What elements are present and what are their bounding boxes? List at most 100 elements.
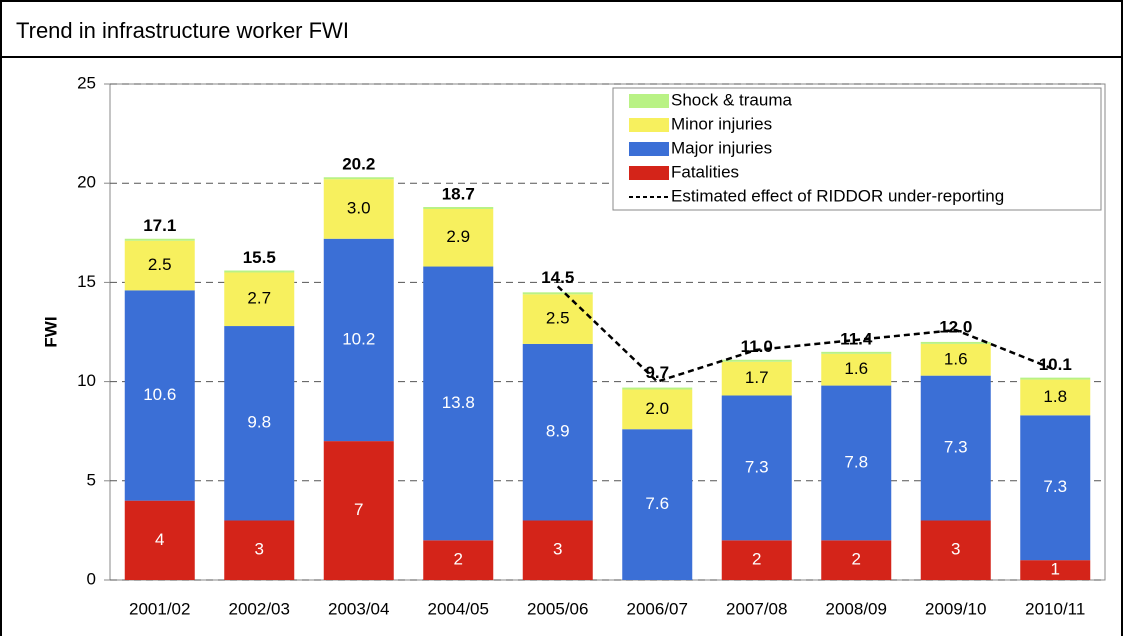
legend-swatch xyxy=(629,142,669,156)
value-label: 10.2 xyxy=(342,329,375,348)
y-tick-label: 10 xyxy=(77,371,96,390)
bar-segment xyxy=(323,179,394,239)
bar-segment xyxy=(224,272,295,327)
y-tick-label: 5 xyxy=(87,470,96,489)
x-tick-label: 2002/03 xyxy=(229,599,290,618)
y-tick-label: 0 xyxy=(87,569,96,588)
y-tick-label: 25 xyxy=(77,73,96,92)
bar-segment xyxy=(323,238,394,442)
bar-segment xyxy=(821,353,892,386)
value-label: 3 xyxy=(255,540,264,559)
bar-segment xyxy=(721,361,792,396)
bar-segment xyxy=(622,429,693,580)
legend-label: Shock & trauma xyxy=(671,90,792,109)
bar-segment xyxy=(124,500,195,580)
bar-segment xyxy=(1020,560,1091,580)
y-tick-label: 15 xyxy=(77,272,96,291)
bar-segment xyxy=(323,441,394,580)
total-label: 20.2 xyxy=(342,155,375,174)
x-tick-label: 2010/11 xyxy=(1025,599,1085,618)
value-label: 7.8 xyxy=(844,452,868,471)
bar-segment xyxy=(323,177,394,180)
x-tick-label: 2007/08 xyxy=(726,599,787,618)
value-label: 1 xyxy=(1051,560,1060,579)
x-tick-label: 2005/06 xyxy=(527,599,588,618)
bar-segment xyxy=(721,540,792,580)
value-label: 9.8 xyxy=(247,413,271,432)
value-label: 7.3 xyxy=(1043,477,1067,496)
bar-segment xyxy=(721,359,792,362)
value-label: 2 xyxy=(852,550,861,569)
bar-segment xyxy=(622,387,693,390)
value-label: 8.9 xyxy=(546,422,570,441)
bar-segment xyxy=(721,395,792,541)
total-label: 14.5 xyxy=(541,268,574,287)
value-label: 1.8 xyxy=(1043,387,1067,406)
total-label: 10.1 xyxy=(1039,355,1072,374)
legend-label: Minor injuries xyxy=(671,114,772,133)
bar-segment xyxy=(423,266,494,541)
value-label: 4 xyxy=(155,530,164,549)
value-label: 2.9 xyxy=(446,227,470,246)
total-label: 17.1 xyxy=(143,216,176,235)
bar-segment xyxy=(920,343,991,376)
value-label: 1.6 xyxy=(944,349,968,368)
legend-label: Estimated effect of RIDDOR under-reporti… xyxy=(671,186,1004,205)
value-label: 2.5 xyxy=(148,255,172,274)
bar-segment xyxy=(920,520,991,580)
value-label: 3 xyxy=(951,540,960,559)
legend-swatch xyxy=(629,118,669,132)
chart-title: Trend in infrastructure worker FWI xyxy=(16,18,349,43)
bar-segment xyxy=(821,385,892,541)
bar-segment xyxy=(124,240,195,291)
value-label: 13.8 xyxy=(442,393,475,412)
x-tick-label: 2008/09 xyxy=(826,599,887,618)
bar-segment xyxy=(920,375,991,521)
value-label: 7.3 xyxy=(944,438,968,457)
bar-segment xyxy=(224,520,295,580)
total-label: 15.5 xyxy=(243,248,276,267)
legend-box xyxy=(612,87,1102,211)
bar-segment xyxy=(821,351,892,354)
bar-segment xyxy=(522,294,593,344)
x-tick-label: 2001/02 xyxy=(129,599,190,618)
bar-segment xyxy=(920,341,991,344)
value-label: 3.0 xyxy=(347,198,371,217)
y-axis-label: FWI xyxy=(41,316,60,347)
x-tick-label: 2003/04 xyxy=(328,599,389,618)
value-label: 2 xyxy=(752,550,761,569)
value-label: 7.3 xyxy=(745,457,769,476)
bar-segment xyxy=(821,540,892,580)
bar-segment xyxy=(622,389,693,430)
value-label: 3 xyxy=(553,540,562,559)
bar-segment xyxy=(124,290,195,501)
value-label: 2.0 xyxy=(645,399,669,418)
x-tick-label: 2004/05 xyxy=(428,599,489,618)
bar-segment xyxy=(522,292,593,295)
bar-segment xyxy=(1020,377,1091,380)
bar-segment xyxy=(423,540,494,580)
bar-segment xyxy=(224,270,295,273)
bar-segment xyxy=(124,238,195,241)
bar-segment xyxy=(522,343,593,521)
legend-swatch xyxy=(629,94,669,108)
value-label: 7 xyxy=(354,500,363,519)
bar-segment xyxy=(224,326,295,521)
bar-segment xyxy=(423,208,494,267)
total-label: 18.7 xyxy=(442,184,475,203)
value-label: 7.6 xyxy=(645,494,669,513)
value-label: 1.6 xyxy=(844,359,868,378)
legend-label: Major injuries xyxy=(671,138,772,157)
legend-label: Fatalities xyxy=(671,162,739,181)
legend-swatch xyxy=(629,166,669,180)
value-label: 2.7 xyxy=(247,289,271,308)
bar-segment xyxy=(522,520,593,580)
value-label: 1.7 xyxy=(745,368,769,387)
value-label: 2 xyxy=(454,550,463,569)
x-tick-label: 2006/07 xyxy=(627,599,688,618)
bar-segment xyxy=(1020,379,1091,416)
x-tick-label: 2009/10 xyxy=(925,599,986,618)
value-label: 10.6 xyxy=(143,385,176,404)
